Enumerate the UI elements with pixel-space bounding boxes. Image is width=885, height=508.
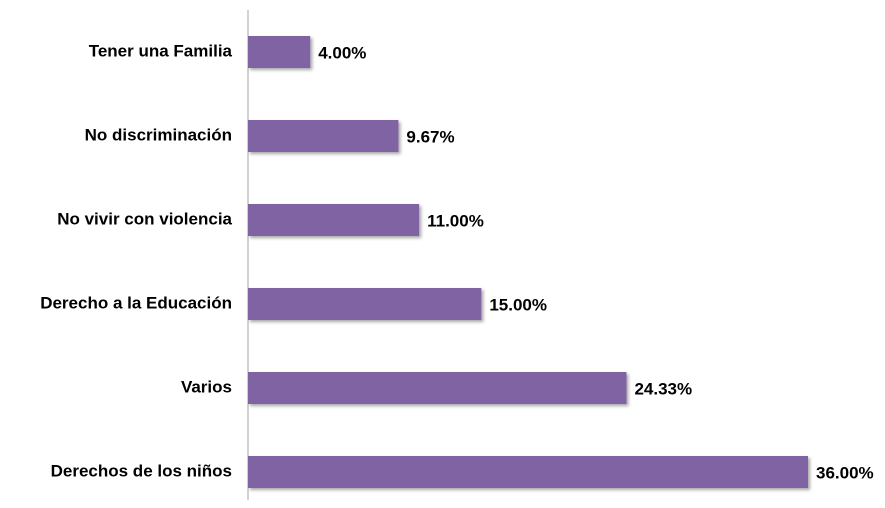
bar — [248, 456, 808, 488]
value-label: 9.67% — [406, 127, 454, 146]
value-label: 11.00% — [427, 211, 484, 230]
value-label: 24.33% — [634, 379, 692, 398]
value-label: 15.00% — [489, 295, 547, 314]
category-label: Varios — [181, 377, 232, 396]
category-label: No vivir con violencia — [57, 209, 232, 228]
bar — [248, 120, 399, 152]
bar — [248, 204, 420, 236]
category-label: Derecho a la Educación — [40, 293, 232, 312]
bar — [248, 288, 482, 320]
bar — [248, 372, 627, 404]
category-label: Derechos de los niños — [51, 461, 232, 480]
value-label: 4.00% — [318, 43, 366, 62]
bar — [248, 36, 311, 68]
category-label: No discriminación — [85, 125, 232, 144]
value-label: 36.00% — [816, 463, 874, 482]
category-label: Tener una Familia — [89, 41, 233, 60]
